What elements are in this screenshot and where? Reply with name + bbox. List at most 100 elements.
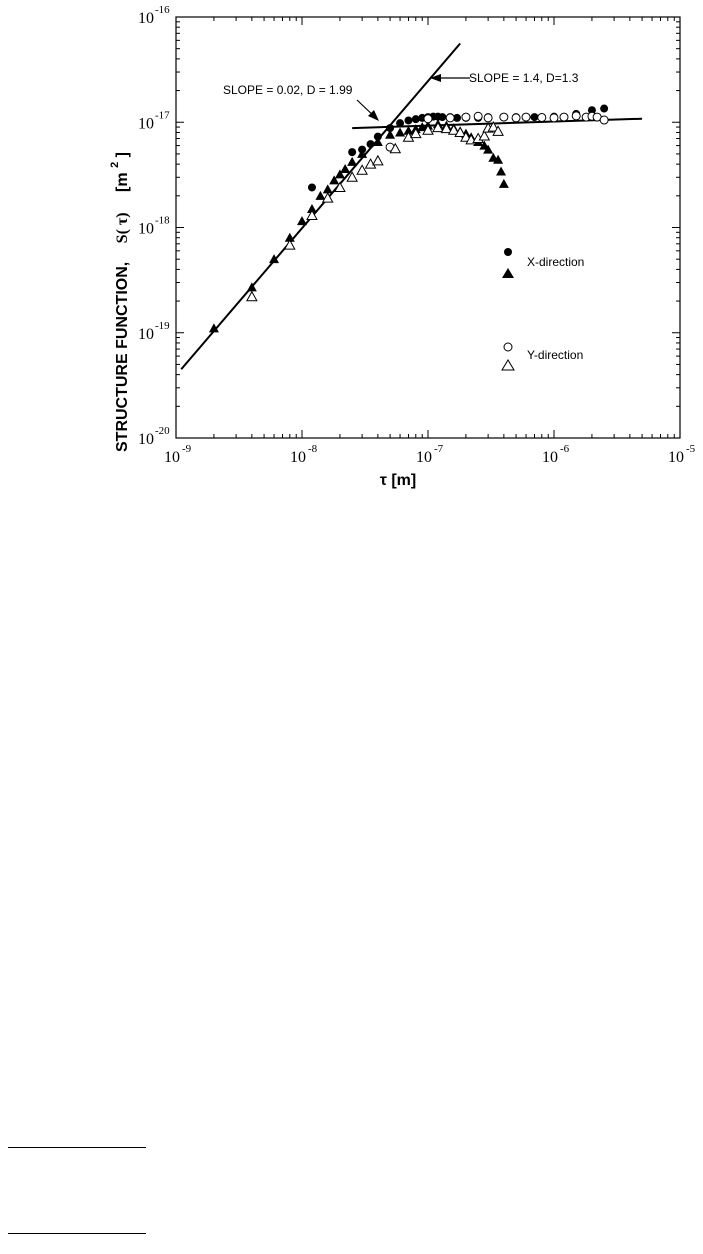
data-point-open-circle xyxy=(423,114,433,124)
legend-marker-open-triangle xyxy=(501,359,515,371)
y-tick-label-exp: -19 xyxy=(155,320,170,332)
x-tick-label-exp: -5 xyxy=(686,443,696,455)
data-point-filled-triangle xyxy=(483,144,494,154)
x-tick-label-base: 10 xyxy=(164,449,180,466)
data-point-filled-triangle xyxy=(385,129,396,139)
data-points xyxy=(208,104,609,333)
y-axis-label-symbol: S( τ) xyxy=(114,212,131,243)
data-point-open-triangle xyxy=(454,126,467,137)
x-tick-label-base: 10 xyxy=(290,449,306,466)
data-point-filled-triangle xyxy=(395,127,406,137)
footnote-rule-top xyxy=(8,1147,146,1148)
data-point-open-triangle xyxy=(346,171,358,182)
data-point-filled-circle xyxy=(307,183,316,192)
legend-marker-open-circle xyxy=(503,342,513,352)
data-point-open-triangle xyxy=(283,239,296,250)
data-point-filled-triangle xyxy=(334,169,345,179)
y-axis-label-unit-close: ] xyxy=(114,152,131,157)
y-tick-label-base: 10 xyxy=(138,221,154,238)
data-point-open-triangle xyxy=(389,142,402,154)
data-point-filled-triangle xyxy=(246,282,257,292)
footnote-rule-bottom xyxy=(8,1233,146,1234)
data-point-filled-triangle xyxy=(340,163,351,173)
data-point-filled-triangle xyxy=(329,175,340,185)
data-point-open-triangle xyxy=(487,121,500,132)
data-point-open-triangle xyxy=(432,121,444,133)
x-tick-label-exp: -9 xyxy=(182,443,192,455)
legend-label-y-direction: Y-direction xyxy=(527,348,583,362)
data-point-filled-triangle xyxy=(493,154,504,164)
data-point-filled-triangle xyxy=(297,216,307,226)
data-point-filled-circle xyxy=(386,124,395,133)
data-point-open-circle xyxy=(499,112,509,122)
y-tick-label-exp: -17 xyxy=(155,109,170,121)
data-point-open-triangle xyxy=(447,124,460,135)
data-point-filled-triangle xyxy=(498,178,509,188)
data-point-open-triangle xyxy=(372,154,384,166)
x-tick-label: 10 -5 xyxy=(668,443,696,466)
data-point-open-triangle xyxy=(478,129,491,141)
y-tick-label: 10 -19 xyxy=(138,320,170,343)
y-axis-label-unit-exp: 2 xyxy=(109,162,121,168)
y-tick-label-base: 10 xyxy=(138,115,154,132)
y-tick-label: 10 -17 xyxy=(138,109,170,132)
x-tick-label-exp: -7 xyxy=(434,443,444,455)
data-point-filled-triangle xyxy=(496,166,507,176)
data-point-filled-triangle xyxy=(347,156,358,166)
x-tick-label: 10 -7 xyxy=(416,443,444,466)
y-axis-label-unit: [m xyxy=(114,172,131,192)
data-point-open-circle xyxy=(521,112,531,122)
data-point-filled-triangle xyxy=(306,203,317,213)
data-point-filled-circle xyxy=(404,116,413,125)
data-point-open-circle xyxy=(599,115,609,125)
data-point-filled-triangle xyxy=(403,125,414,135)
data-point-filled-triangle xyxy=(208,323,219,333)
x-tick-label-exp: -6 xyxy=(560,443,570,455)
y-tick-label-base: 10 xyxy=(138,10,154,27)
data-point-open-triangle xyxy=(334,181,346,192)
x-tick-label-base: 10 xyxy=(542,449,558,466)
data-point-filled-triangle xyxy=(357,148,368,158)
fit-line xyxy=(180,42,461,370)
x-tick-label: 10 -9 xyxy=(164,443,192,466)
data-point-open-triangle xyxy=(422,124,434,135)
data-point-filled-circle xyxy=(600,104,609,113)
data-point-filled-triangle xyxy=(284,232,295,242)
data-point-open-triangle xyxy=(440,122,453,134)
data-point-filled-circle xyxy=(366,140,375,149)
legend-label-x-direction: X-direction xyxy=(527,255,584,269)
axis-ticks xyxy=(176,17,680,438)
data-point-open-circle xyxy=(461,112,471,122)
y-tick-label-exp: -18 xyxy=(155,215,170,227)
data-point-filled-circle xyxy=(411,115,420,124)
data-point-open-triangle xyxy=(492,125,504,136)
y-axis-label-main: STRUCTURE FUNCTION, xyxy=(114,262,131,452)
data-point-open-circle xyxy=(549,113,559,123)
x-tick-label-exp: -8 xyxy=(308,443,318,455)
x-tick-label-base: 10 xyxy=(668,449,684,466)
annotation-slope-0-02: SLOPE = 0.02, D = 1.99 xyxy=(223,83,379,121)
data-point-open-triangle xyxy=(321,192,334,203)
x-axis-label: τ [m] xyxy=(380,472,416,489)
y-tick-label-exp: -20 xyxy=(155,425,170,437)
data-point-filled-circle xyxy=(373,132,382,141)
data-point-filled-circle xyxy=(453,113,462,122)
data-point-filled-triangle xyxy=(322,184,333,194)
y-tick-label-base: 10 xyxy=(138,431,154,448)
svg-text:STRUCTURE FUNCTION, S( τ: STRUCTURE FUNCTION, S( τ) [m 2 ] xyxy=(105,152,131,452)
y-tick-label: 10 -16 xyxy=(138,4,170,27)
data-point-open-triangle xyxy=(306,209,318,221)
y-axis-label: STRUCTURE FUNCTION, S( τ) [m 2 ] xyxy=(105,152,131,452)
data-point-open-triangle xyxy=(246,290,258,302)
annotation-slope-0-02-label: SLOPE = 0.02, D = 1.99 xyxy=(223,83,353,97)
data-point-filled-triangle xyxy=(315,190,326,200)
data-point-open-circle xyxy=(445,113,455,123)
annotation-slope-1-4: SLOPE = 1.4, D=1.3 xyxy=(430,71,579,85)
y-tick-label-exp: -16 xyxy=(155,4,170,16)
data-point-filled-circle xyxy=(348,148,357,157)
y-tick-label: 10 -18 xyxy=(138,215,170,238)
data-point-open-circle xyxy=(511,113,521,123)
data-point-filled-circle xyxy=(438,113,447,122)
data-point-open-circle xyxy=(571,111,581,121)
